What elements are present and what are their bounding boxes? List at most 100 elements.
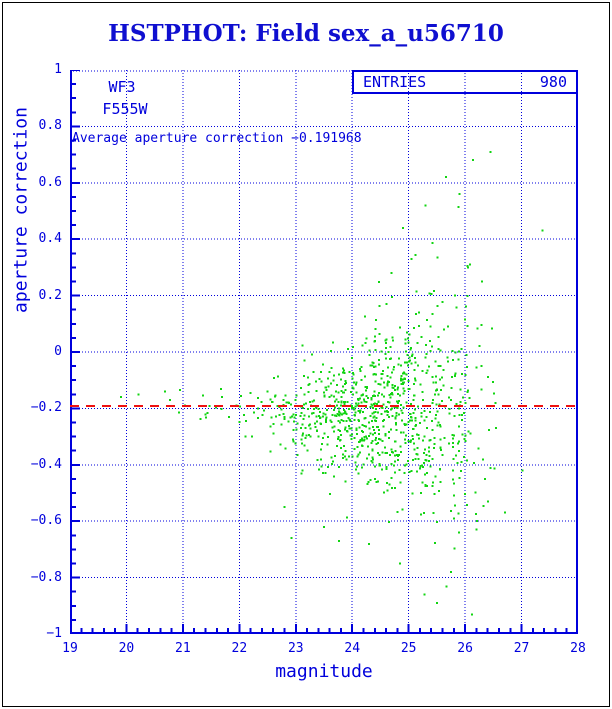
data-point — [382, 403, 385, 406]
data-point — [340, 434, 343, 436]
data-point — [331, 463, 333, 466]
data-point — [351, 356, 354, 359]
data-point — [378, 453, 381, 456]
data-point — [441, 400, 443, 403]
data-point — [391, 415, 394, 417]
data-point — [287, 401, 290, 404]
data-point — [343, 403, 346, 406]
data-point — [425, 318, 428, 321]
data-point — [464, 401, 467, 404]
data-point — [443, 436, 446, 439]
chart-canvas — [70, 70, 578, 634]
data-point — [369, 478, 372, 481]
data-point — [373, 465, 376, 468]
data-point — [407, 439, 410, 442]
data-point — [521, 469, 524, 472]
data-point — [413, 448, 416, 451]
data-point — [389, 345, 392, 348]
data-point — [330, 394, 333, 397]
data-point — [307, 390, 310, 393]
data-point — [419, 383, 422, 386]
data-point — [361, 430, 364, 433]
data-point — [428, 446, 431, 449]
data-point — [295, 414, 298, 417]
data-point — [425, 372, 428, 375]
data-point — [478, 345, 481, 347]
data-point — [459, 401, 462, 404]
data-point — [460, 414, 463, 417]
data-point — [409, 413, 412, 416]
data-point — [396, 511, 399, 514]
data-point — [397, 413, 400, 416]
data-point — [403, 361, 406, 364]
data-point — [397, 454, 400, 457]
data-point — [453, 415, 456, 418]
data-point — [220, 387, 222, 390]
data-point — [239, 395, 242, 398]
data-point — [377, 438, 380, 440]
data-point — [322, 415, 324, 418]
data-point — [337, 373, 340, 376]
data-point — [410, 439, 413, 442]
data-point — [370, 397, 373, 400]
data-point — [377, 432, 380, 435]
data-point — [423, 409, 426, 412]
data-point — [397, 401, 399, 404]
data-point — [315, 390, 318, 393]
data-point — [333, 475, 336, 478]
data-point — [419, 467, 421, 470]
data-point — [455, 454, 458, 457]
data-point — [492, 392, 495, 395]
data-point — [445, 585, 448, 588]
data-point — [422, 466, 425, 469]
data-point — [341, 391, 344, 394]
data-point — [390, 448, 393, 451]
data-point — [296, 454, 299, 457]
data-point — [367, 397, 369, 400]
data-point — [365, 406, 368, 409]
data-point — [457, 450, 460, 453]
data-point — [344, 410, 347, 413]
data-point — [469, 263, 472, 266]
data-point — [205, 416, 207, 419]
x-tick-label: 23 — [287, 641, 304, 656]
data-point — [475, 366, 478, 369]
data-point — [384, 410, 386, 413]
data-point — [269, 450, 272, 453]
data-point — [450, 571, 452, 573]
data-point — [411, 435, 414, 438]
data-point — [331, 426, 334, 429]
data-point — [327, 466, 330, 469]
data-point — [261, 413, 264, 416]
data-point — [362, 439, 365, 442]
data-point — [338, 407, 341, 410]
data-point — [426, 369, 429, 372]
data-point — [344, 480, 347, 483]
data-point — [398, 469, 401, 471]
data-point — [426, 472, 429, 475]
data-point — [420, 335, 423, 338]
data-point — [331, 460, 334, 463]
data-point — [439, 447, 442, 450]
data-point — [431, 345, 433, 348]
data-point — [356, 404, 359, 407]
data-point — [452, 482, 455, 485]
data-point — [355, 391, 358, 394]
data-point — [300, 472, 303, 475]
data-point — [467, 430, 470, 433]
data-point — [360, 379, 363, 381]
data-point — [351, 377, 354, 380]
data-point — [270, 416, 273, 419]
data-point — [399, 481, 402, 484]
data-point — [333, 400, 336, 403]
data-point — [374, 365, 377, 368]
data-point — [325, 389, 328, 391]
data-point — [405, 423, 408, 426]
data-point — [450, 387, 453, 389]
data-point — [363, 400, 366, 403]
data-point — [472, 159, 474, 162]
data-point — [380, 413, 383, 415]
x-tick-label: 26 — [457, 641, 473, 656]
data-point — [414, 361, 417, 364]
data-point — [137, 393, 140, 396]
